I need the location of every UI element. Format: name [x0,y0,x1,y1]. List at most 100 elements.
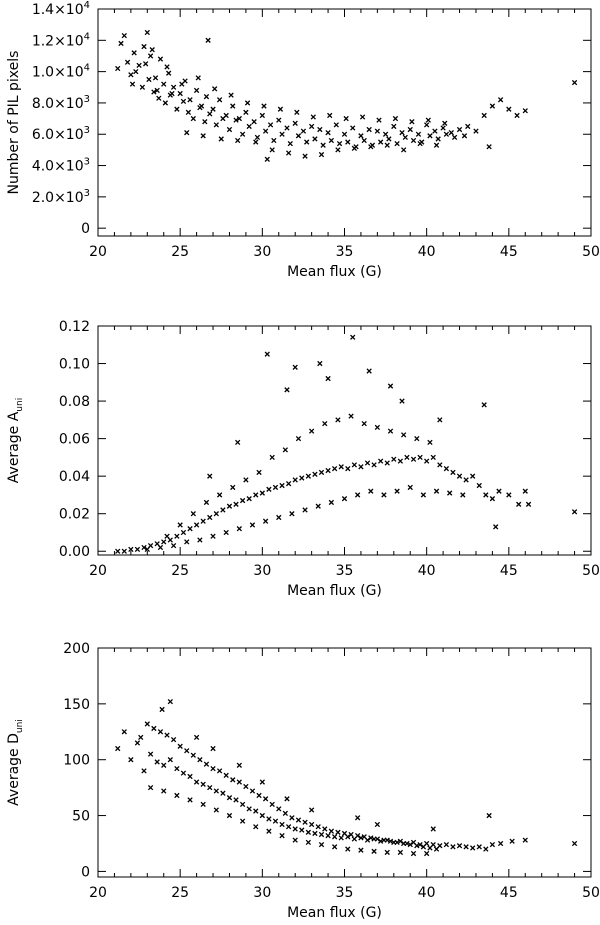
data-point [164,732,170,738]
data-point [193,522,200,528]
data-point [147,784,154,791]
data-point [377,458,384,464]
data-point [177,743,183,749]
data-point [156,95,162,101]
y-tick-label: 50 [72,809,90,825]
x-axis-label: Mean flux (G) [287,905,382,921]
y-tick-label: 0.04 [59,469,90,485]
data-point [481,402,487,408]
data-point [489,841,496,848]
data-point [409,119,415,125]
data-point [184,539,190,545]
data-point [317,126,323,133]
y-tick-label: 0.12 [59,319,90,335]
data-point [312,830,318,837]
data-point [200,781,206,787]
data-point [121,548,127,554]
data-point [571,840,578,847]
data-point [350,334,356,340]
data-point [289,511,295,517]
data-point [279,131,285,137]
data-point [230,484,236,491]
data-point [402,134,408,141]
data-point [371,848,377,854]
data-point [345,846,351,852]
data-point [364,460,371,466]
data-point [253,824,259,830]
data-point [451,134,458,141]
data-point [401,432,407,438]
data-point [177,522,183,528]
data-point [483,846,489,852]
data-point [465,123,471,130]
data-point [442,120,448,126]
data-point [161,788,167,794]
data-point [161,81,167,87]
data-point [121,32,127,39]
data-point [254,134,261,141]
data-point [141,43,147,50]
data-point [366,368,372,374]
data-point [282,810,288,816]
data-point [489,496,496,502]
data-point [141,768,147,774]
data-point [167,757,173,763]
data-point [174,792,180,799]
data-point [456,473,463,479]
data-point [152,75,159,81]
data-point [128,72,134,78]
data-point [223,529,229,536]
y-tick-label: 4.0×103 [32,157,90,175]
data-point [299,475,305,481]
data-point [177,90,183,97]
scatter-points [115,29,578,162]
data-point [164,533,170,539]
data-point [213,788,219,794]
data-point [262,796,269,802]
data-point [185,109,192,115]
data-point [308,821,315,828]
data-point [284,387,290,393]
data-point [427,439,433,446]
data-point [207,111,213,117]
data-point [425,117,431,123]
x-tick-label: 25 [171,244,189,260]
data-point [170,84,177,90]
data-point [197,104,203,111]
data-point [483,492,489,498]
y-tick-label: 0.00 [59,544,90,560]
data-point [164,64,170,70]
data-point [151,725,157,732]
data-point [256,469,262,476]
data-point [350,125,356,131]
data-point [295,435,302,442]
y-tick-label: 100 [63,753,90,769]
data-point [305,839,312,846]
data-point [223,772,229,779]
data-point [322,826,328,832]
data-point [305,829,312,835]
data-point [341,830,348,837]
data-point [138,734,144,741]
data-point [368,144,374,150]
data-point [470,473,476,479]
data-point [233,501,239,507]
data-point [115,745,121,752]
data-point [246,806,252,812]
plot-frame [97,8,592,237]
data-point [292,826,298,832]
data-point [203,761,210,767]
data-point [481,112,487,119]
data-point [463,477,469,483]
data-point [433,488,440,494]
data-point [420,492,427,498]
data-point [276,514,282,521]
data-point [331,844,338,850]
data-point [325,833,331,839]
data-point [414,843,420,849]
data-point [374,128,381,134]
data-point [345,139,351,145]
data-point [259,112,265,119]
data-point [384,460,390,466]
